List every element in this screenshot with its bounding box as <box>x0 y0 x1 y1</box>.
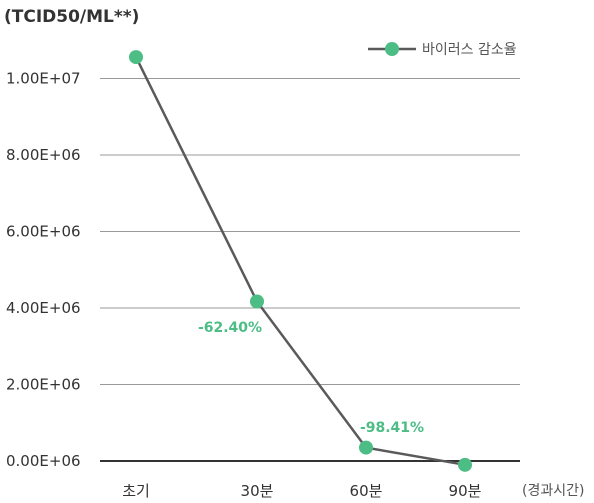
gridlines <box>100 78 520 462</box>
y-tick-labels: 0.00E+06 2.00E+06 4.00E+06 6.00E+06 8.00E+06… <box>6 70 81 471</box>
y-tick-label: 1.00E+07 <box>6 70 81 88</box>
series-line-path <box>134 56 466 467</box>
legend-swatch-marker <box>385 42 399 56</box>
data-point-1 <box>250 294 264 309</box>
x-tick-label: 초기 <box>122 482 150 500</box>
x-tick-label: 30분 <box>241 482 274 500</box>
y-tick-label: 8.00E+06 <box>6 146 81 164</box>
x-axis-label: (경과시간) <box>522 483 584 499</box>
annotation-label: -62.40% <box>198 320 262 336</box>
y-unit-label: (TCID50/ML**) <box>4 7 139 27</box>
y-tick-label: 2.00E+06 <box>6 376 81 394</box>
y-tick-label: 4.00E+06 <box>6 299 81 317</box>
legend-label: 바이러스 감소율 <box>422 42 517 58</box>
data-point-2 <box>359 440 373 455</box>
x-tick-label: 90분 <box>449 482 482 500</box>
y-tick-label: 0.00E+06 <box>6 452 81 470</box>
annotation-label: -98.41% <box>360 420 424 436</box>
y-tick-label: 6.00E+06 <box>6 223 81 241</box>
series-line <box>129 50 472 472</box>
x-tick-labels: 초기 30분 60분 90분 <box>122 482 481 500</box>
data-point-3 <box>458 457 472 472</box>
data-point-0 <box>129 50 143 65</box>
x-tick-label: 60분 <box>350 482 383 500</box>
annotations: -62.40% -98.41% <box>198 320 424 436</box>
legend: 바이러스 감소율 <box>368 42 517 58</box>
